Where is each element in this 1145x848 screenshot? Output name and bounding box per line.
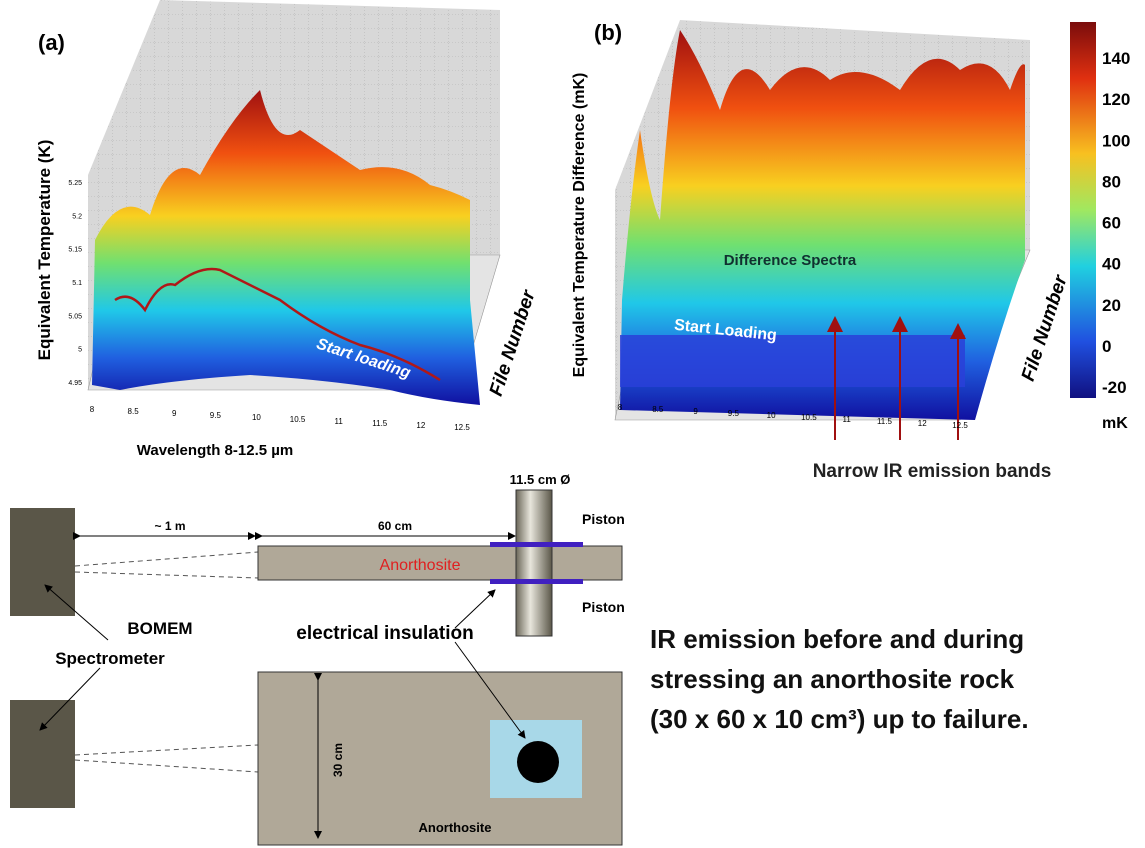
tick-label: 40 [1102,255,1121,274]
tick-label: 0 [1102,337,1111,356]
piston [517,741,559,783]
tick-label: 5.25 [68,180,82,187]
tick-label: 5 [78,347,82,354]
depth-axis-label: File Number [1018,271,1072,383]
label: Spectrometer [55,649,165,668]
label: ~ 1 m [154,519,185,533]
tick-label: 10.5 [801,413,817,422]
arrow-caption: Narrow IR emission bands [813,461,1052,482]
y-axis-label: Equivalent Temperature Difference (mK) [571,73,588,378]
start-band [620,335,965,387]
figure: (a) Equivalent Temperature (K) Wavelengt… [0,0,1145,848]
tick-label: 5.2 [72,213,82,220]
tick-label: 5.15 [68,247,82,254]
panel-b: (b) Equivalent Temperature Difference (m… [571,20,1130,482]
tick-label: 10 [252,413,261,422]
label: Piston [582,511,625,527]
tick-label: 9 [693,407,698,416]
y-ticks: 4.95 5 5.05 5.1 5.15 5.2 5.25 [68,180,82,387]
tick-label: 5.05 [68,313,82,320]
tick-label: 10.5 [290,415,306,424]
tick-label: 60 [1102,214,1121,233]
label: 30 cm [331,743,345,777]
tick-label: 120 [1102,90,1130,109]
tick-label: 100 [1102,131,1130,150]
label: 11.5 cm Ø [510,472,571,487]
tick-label: 5.1 [72,280,82,287]
label: electrical insulation [296,623,473,644]
spectrometer [10,700,75,808]
tick-label: -20 [1102,378,1127,397]
tick-label: 140 [1102,49,1130,68]
tick-label: 12 [918,419,927,428]
caption-line: stressing an anorthosite rock [650,664,1015,694]
label: Piston [582,599,625,615]
spectrometer [10,508,75,616]
label: 60 cm [378,519,412,533]
panel-label: (a) [38,30,65,55]
tick-label: 12.5 [454,423,470,432]
tick-label: 8 [618,403,623,412]
tick-label: 9 [172,409,177,418]
tick-label: 8.5 [128,407,140,416]
tick-label: 10 [767,411,776,420]
tick-label: 8.5 [652,405,664,414]
x-axis-label: Wavelength 8-12.5 µm [137,442,293,459]
piston [516,490,552,636]
tick-label: 9.5 [728,409,740,418]
tick-label: 12.5 [952,421,968,430]
label: BOMEM [127,619,192,638]
insulation [490,542,583,547]
tick-label: 80 [1102,172,1121,191]
tick-label: 8 [90,405,95,414]
label: Anorthosite [380,557,461,574]
colorbar-ticks: 140 120 100 80 60 40 20 0 -20 [1102,49,1130,397]
diagram: 11.5 cm Ø Piston Piston ~ 1 m 60 cm Anor… [10,472,625,845]
tick-label: 4.95 [68,380,82,387]
tick-label: 11 [335,417,344,426]
caption: IR emission before and during stressing … [650,624,1029,734]
label: Anorthosite [419,820,492,835]
colorbar-unit: mK [1102,415,1128,432]
depth-axis-label: File Number [486,286,540,398]
caption-line: IR emission before and during [650,624,1024,654]
tick-label: 12 [416,421,425,430]
tick-label: 11.5 [372,419,388,428]
colorbar [1070,22,1096,398]
panel-a: (a) Equivalent Temperature (K) Wavelengt… [35,0,540,459]
tick-label: 20 [1102,296,1121,315]
panel-label: (b) [594,20,622,45]
y-axis-label: Equivalent Temperature (K) [35,140,54,361]
caption-line: (30 x 60 x 10 cm³) up to failure. [650,704,1029,734]
tick-label: 9.5 [210,411,222,420]
insulation [490,579,583,584]
annotation: Difference Spectra [724,252,857,269]
tick-label: 11.5 [877,417,893,426]
x-ticks: 8 8.5 9 9.5 10 10.5 11 11.5 12 12.5 [90,405,471,432]
tick-label: 11 [843,415,852,424]
